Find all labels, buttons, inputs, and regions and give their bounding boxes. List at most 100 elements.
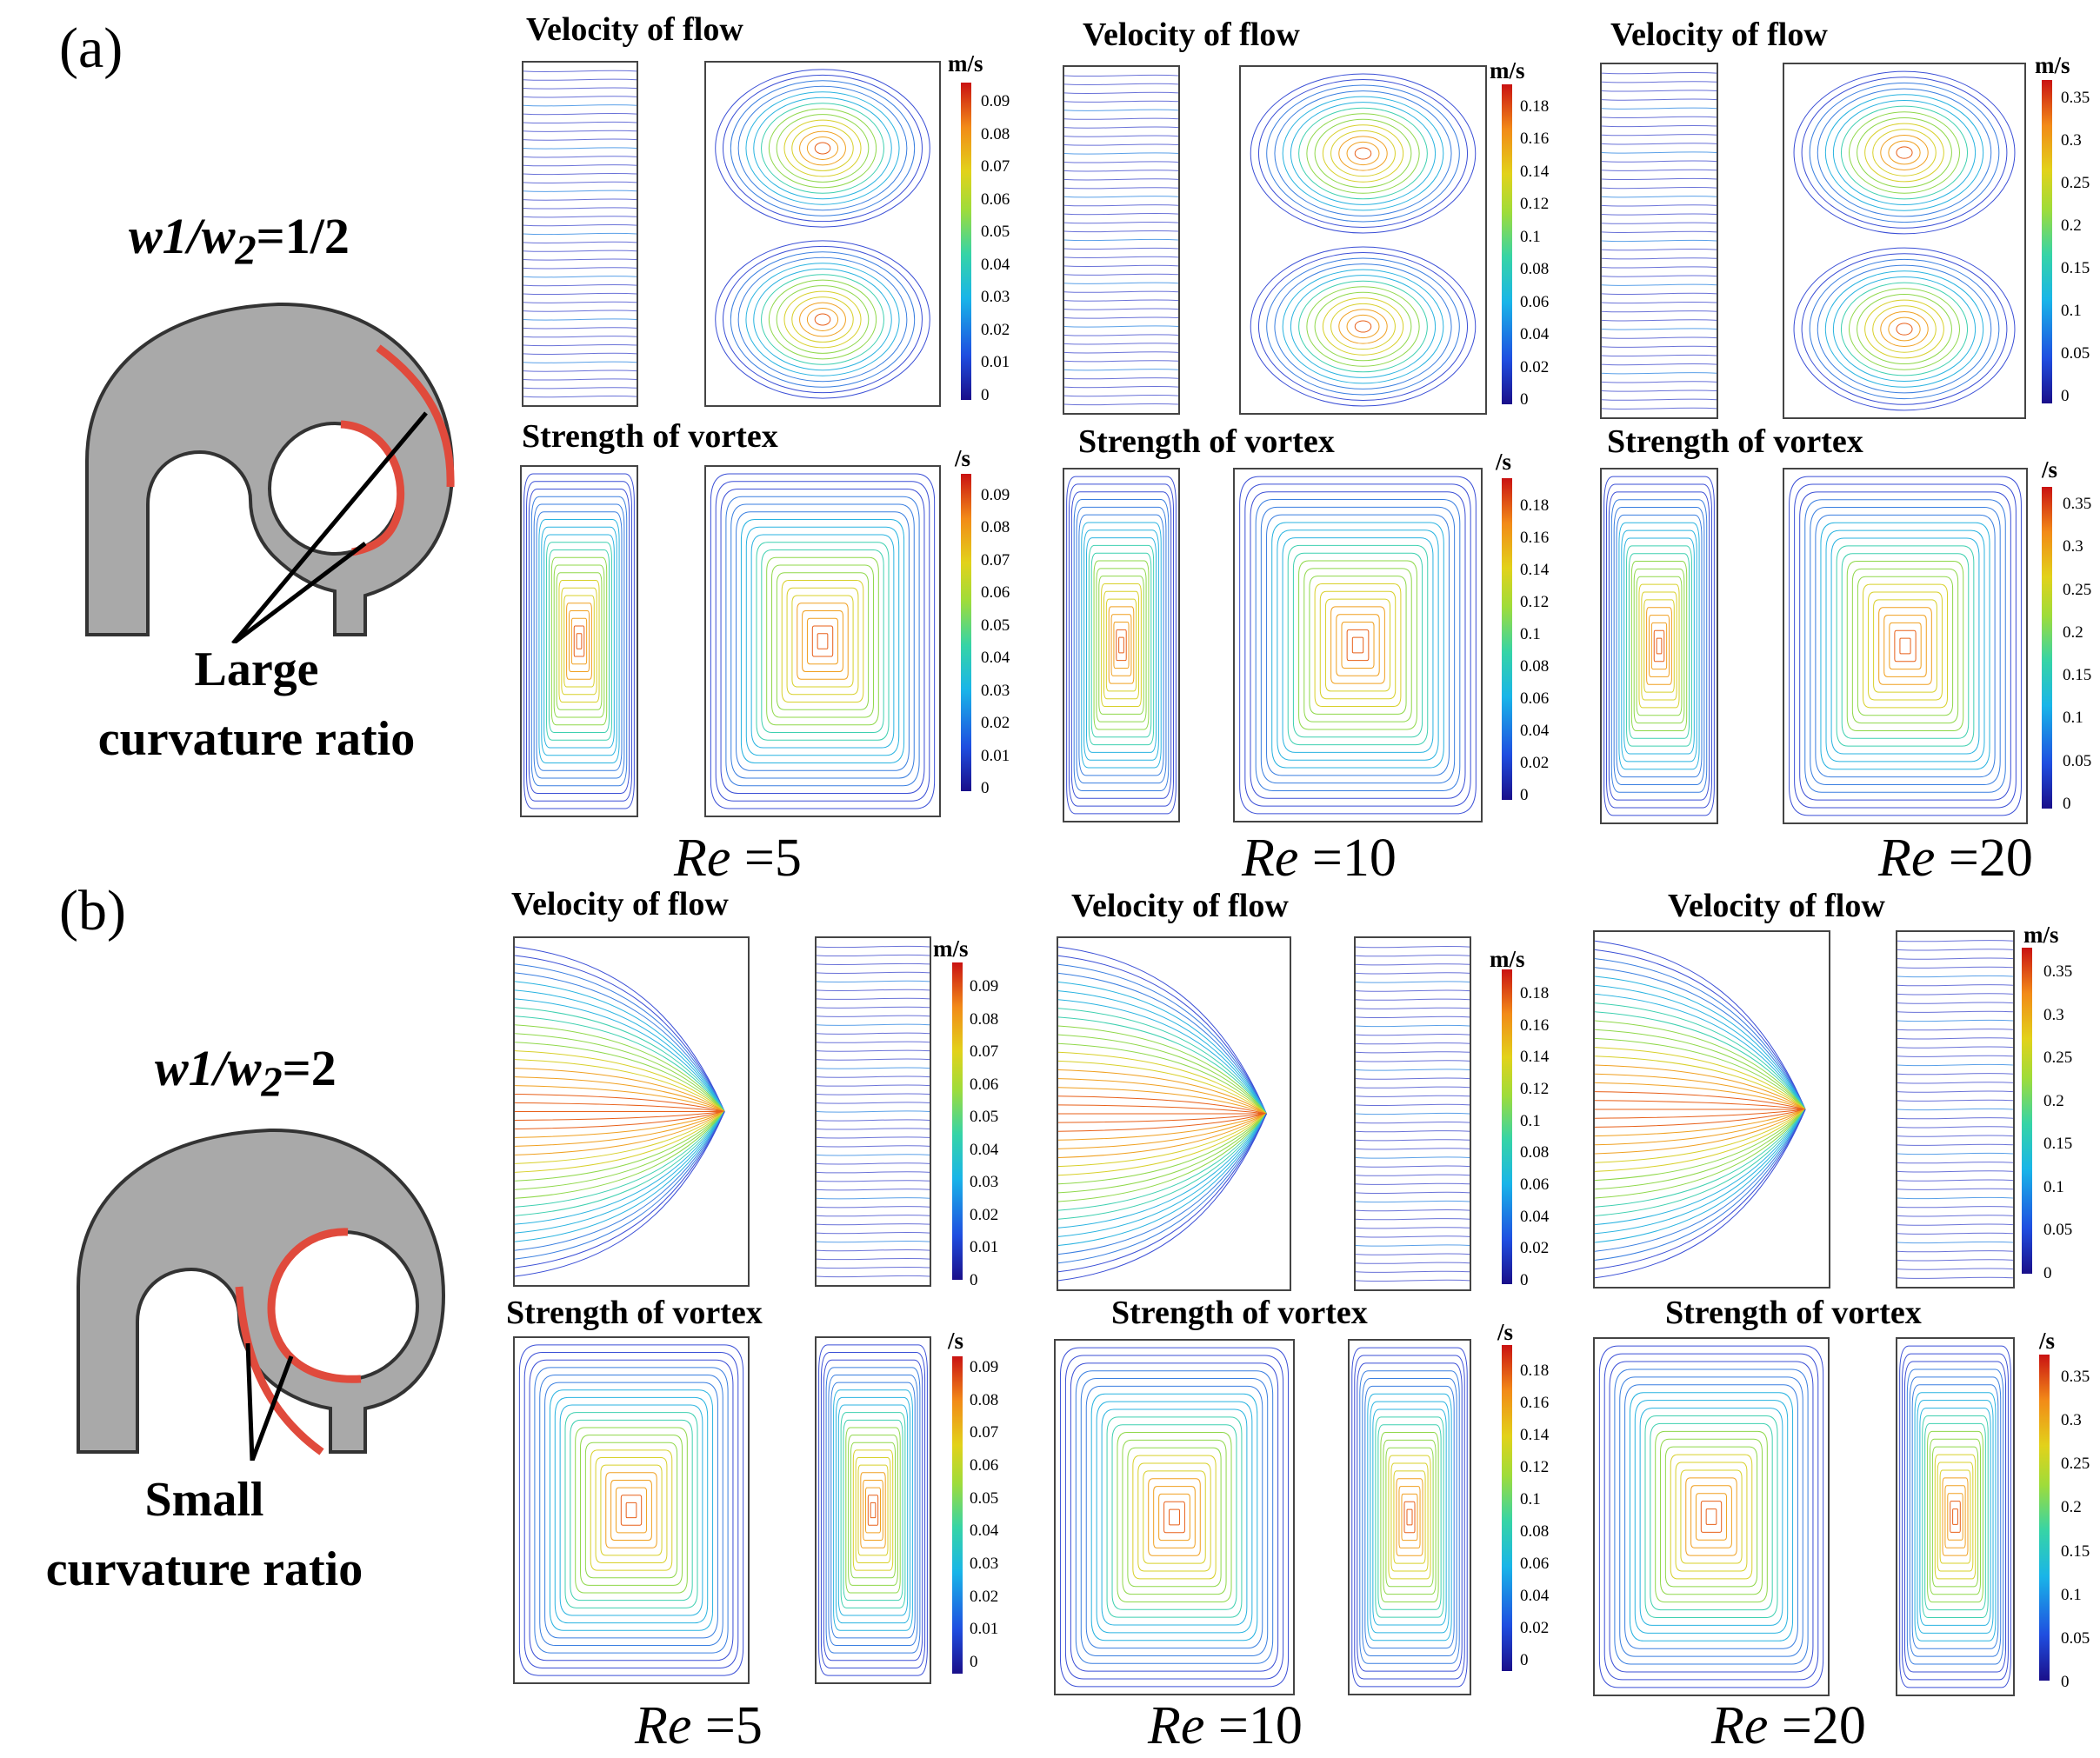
streamline <box>800 303 846 336</box>
ratio-prefix: w1/w <box>129 208 236 264</box>
plot-a-vor-re20-narrow <box>1600 468 1718 824</box>
colorbar-tick-label: 0.04 <box>1520 325 1550 344</box>
colorbar-a-vor-re5 <box>961 474 971 791</box>
plot-b-vel-re5-wide <box>513 936 750 1287</box>
title-a-velocity-re10: Velocity of flow <box>1083 17 1300 53</box>
streamline <box>1058 1114 1266 1158</box>
colorbar-tick-label: 0.09 <box>981 92 1010 110</box>
streamline <box>730 252 914 387</box>
colorbar-tick-label: 0.18 <box>1520 1362 1550 1380</box>
streamline <box>1897 1277 2013 1278</box>
re-label-a-5: Re =5 <box>674 828 802 889</box>
streamline <box>1897 1082 2013 1083</box>
streamline <box>1897 1206 2013 1207</box>
plot-a-vor-re10-narrow <box>1063 468 1180 822</box>
streamline <box>1058 1114 1266 1175</box>
streamline <box>611 1480 652 1540</box>
colorbar-tick-label: 0.09 <box>970 977 999 996</box>
streamline <box>570 1420 692 1600</box>
re-symbol: Re <box>1878 829 1936 888</box>
colorbar-tick-label: 0.02 <box>1520 1619 1550 1637</box>
streamline <box>1106 599 1136 691</box>
streamline <box>1897 1127 2013 1128</box>
streamline <box>1067 476 1177 814</box>
streamline <box>1889 317 1920 341</box>
streamline <box>1602 143 1717 144</box>
streamline <box>1881 135 1928 170</box>
colorbar-b-vor-re5 <box>952 1356 963 1674</box>
streamline <box>787 588 858 694</box>
streamline <box>1794 248 2015 410</box>
streamline <box>576 1428 688 1593</box>
streamline <box>1315 119 1411 188</box>
streamline <box>1064 230 1178 231</box>
streamline <box>1595 1092 1805 1109</box>
streamline <box>1064 326 1178 327</box>
streamline <box>1595 1056 1805 1109</box>
streamline <box>1842 554 1969 739</box>
streamline <box>1064 170 1178 171</box>
streamline <box>1691 1486 1732 1548</box>
channel-diagram-large-curvature <box>85 302 455 643</box>
streamline <box>523 388 637 389</box>
streamline <box>515 1103 724 1112</box>
streamline <box>1117 1433 1231 1602</box>
streamline <box>515 1008 724 1112</box>
streamline <box>540 1375 723 1645</box>
streamline <box>1932 1447 1977 1587</box>
streamline <box>1079 515 1163 776</box>
streamline <box>1356 1061 1470 1062</box>
streamline <box>1595 959 1805 1109</box>
streamline <box>1817 265 1991 393</box>
colorbar-tick-label: 0 <box>1520 786 1529 804</box>
streamline <box>1064 265 1178 266</box>
streamline <box>1099 576 1143 715</box>
streamline <box>1077 507 1166 782</box>
streamline <box>1058 1114 1266 1193</box>
streamline <box>1064 101 1178 102</box>
streamline <box>523 173 637 174</box>
streamline <box>515 999 724 1112</box>
streamline <box>1825 95 1983 210</box>
streamline <box>817 1050 930 1051</box>
streamline <box>616 1488 646 1533</box>
colorbar-tick-label: 0.05 <box>970 1488 999 1508</box>
streamline <box>817 1267 930 1268</box>
re-value: =10 <box>1204 1696 1303 1755</box>
streamline <box>1261 507 1454 782</box>
colorbar-tick-label: 0.02 <box>1520 1239 1550 1258</box>
colorbar-tick-label: 0.02 <box>1520 754 1550 772</box>
streamline <box>545 1382 718 1638</box>
streamline <box>1649 616 1669 677</box>
streamline <box>1865 123 1944 182</box>
colorbar-tick-label: 0.06 <box>981 583 1010 603</box>
streamline <box>1299 281 1428 372</box>
ratio-subscript: 2 <box>235 227 257 274</box>
streamline <box>1907 1369 2003 1664</box>
streamline <box>1091 553 1151 737</box>
streamline <box>817 1249 930 1250</box>
streamline <box>1897 1117 2013 1118</box>
streamline <box>555 1397 707 1622</box>
streamline <box>523 259 637 260</box>
streamline <box>1869 592 1943 700</box>
streamline <box>559 581 599 703</box>
streamline <box>1950 1502 1961 1533</box>
streamline <box>1315 583 1401 706</box>
plot-b-vel-re10-wide <box>1057 936 1291 1291</box>
streamline <box>823 1360 922 1661</box>
streamline <box>1058 1105 1266 1114</box>
streamline <box>815 143 830 154</box>
colorbar-tick-label: 0.02 <box>970 1587 999 1606</box>
streamline <box>550 1390 712 1630</box>
streamline <box>782 581 863 703</box>
streamline <box>1407 1509 1412 1525</box>
streamline <box>515 1086 724 1112</box>
streamline <box>1805 500 2005 793</box>
streamline <box>1897 949 2013 950</box>
streamline <box>1356 1008 1470 1009</box>
streamline <box>817 946 930 947</box>
streamline <box>730 81 914 216</box>
highlight-inner-arc <box>340 420 405 556</box>
streamline <box>1058 1114 1266 1140</box>
